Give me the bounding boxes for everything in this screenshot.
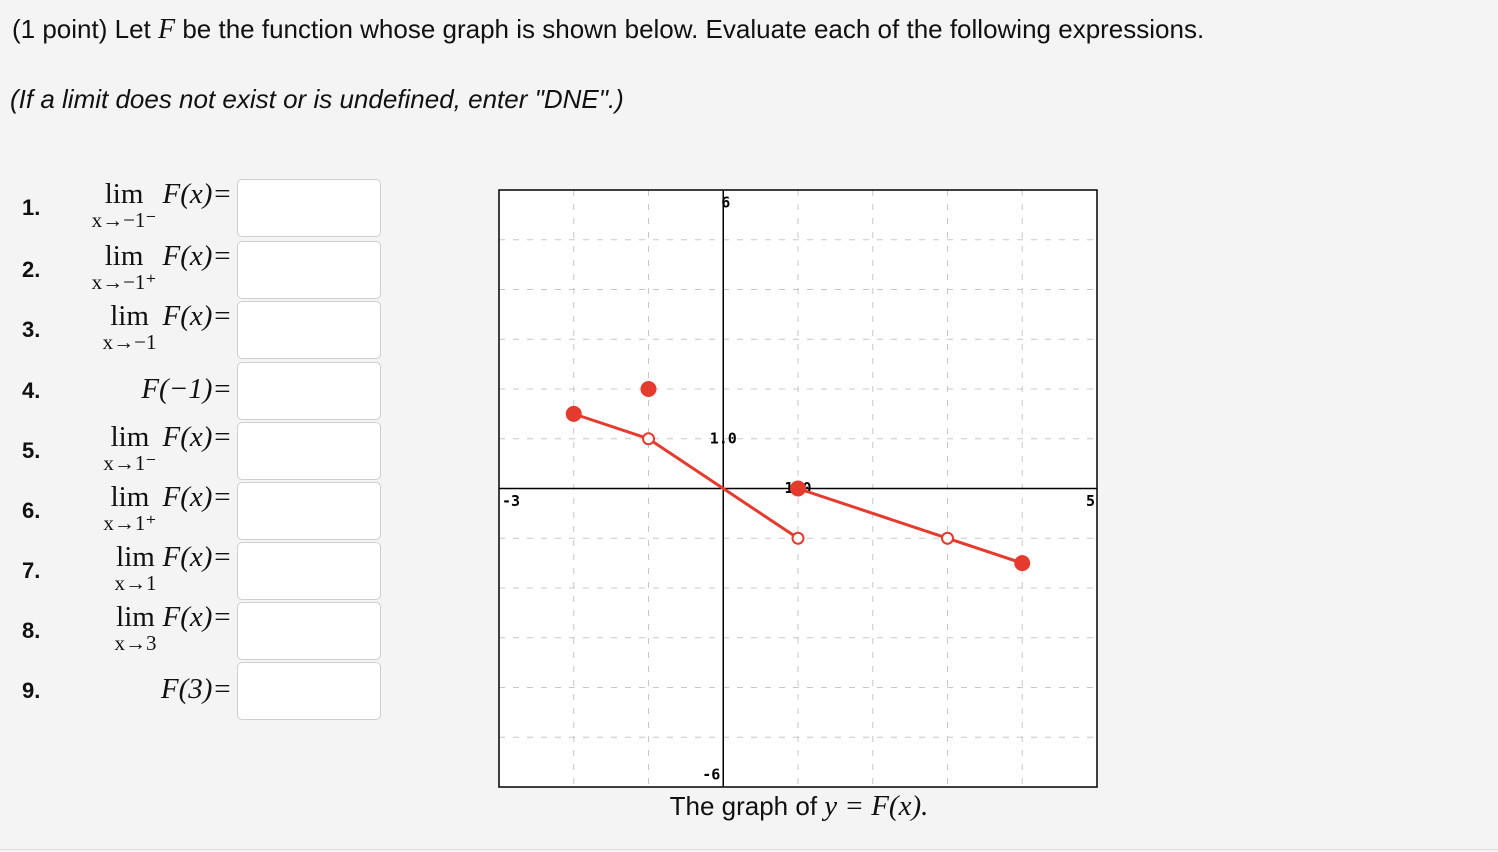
function: F(x)= — [162, 481, 232, 513]
expression: lim x→1⁺ F(x)= — [103, 482, 232, 534]
open-point — [941, 531, 954, 545]
limit: lim x→3 — [115, 602, 157, 654]
x-tick-label: 5 — [1086, 492, 1095, 510]
expression: lim x→−1⁺ F(x)= — [92, 241, 232, 293]
lim: lim — [104, 240, 144, 272]
answer-input[interactable] — [237, 241, 381, 299]
line-segment — [647, 437, 799, 540]
lim: lim — [116, 601, 155, 633]
limit-sub: x→3 — [114, 631, 157, 655]
y-tick-label: 6 — [721, 194, 730, 212]
caption-text: The graph of — [669, 791, 818, 821]
answer-input[interactable] — [237, 301, 381, 359]
filled-point — [1014, 555, 1031, 572]
limit: lim x→1 — [115, 542, 157, 594]
lim: lim — [104, 178, 144, 210]
prompt-after: be the function whose graph is shown bel… — [182, 14, 1205, 44]
question-number: 7. — [22, 558, 41, 583]
expression: lim x→−1⁻ F(x)= — [92, 179, 232, 231]
function: F(x)= — [162, 300, 232, 332]
expression: lim x→3 F(x)= — [115, 602, 232, 654]
prompt-before: (1 point) Let — [12, 14, 151, 44]
limit-sub: x→−1⁺ — [91, 270, 157, 294]
y-tick-label: 1.0 — [710, 429, 737, 447]
answer-input[interactable] — [237, 422, 381, 480]
lim: lim — [110, 300, 149, 332]
line-segment — [797, 487, 1023, 565]
function: F(3)= — [160, 673, 232, 705]
answer-input[interactable] — [237, 362, 381, 420]
answer-input[interactable] — [237, 602, 381, 660]
answer-input[interactable] — [237, 482, 381, 540]
function: F(x)= — [162, 178, 232, 210]
limit: lim x→−1⁻ — [92, 179, 157, 231]
expression: F(3)= — [155, 674, 232, 704]
question-number: 6. — [22, 498, 41, 523]
limit-sub: x→1⁻ — [103, 451, 157, 475]
limit-sub: x→−1 — [102, 330, 157, 354]
answer-input[interactable] — [237, 662, 381, 720]
filled-point — [640, 381, 657, 397]
function: F(x)= — [162, 601, 232, 633]
y-tick-label: -6 — [702, 766, 720, 784]
divider — [0, 849, 1498, 850]
question-number: 9. — [22, 678, 41, 703]
question-number: 5. — [22, 438, 41, 463]
question-number: 3. — [22, 317, 41, 342]
caption-math: y = F(x). — [824, 790, 929, 822]
function: F(x)= — [162, 541, 232, 573]
expression: F(−1)= — [135, 374, 232, 404]
expression: lim x→−1 F(x)= — [103, 301, 232, 353]
limit: lim x→−1⁺ — [92, 241, 157, 293]
prompt: (1 point) Let F be the function whose gr… — [12, 14, 1204, 46]
function: F(x)= — [162, 421, 232, 453]
limit: lim x→1⁻ — [103, 422, 156, 474]
expression: lim x→1⁻ F(x)= — [103, 422, 232, 474]
filled-point — [790, 480, 806, 497]
expression: lim x→1 F(x)= — [115, 542, 232, 594]
question-number: 1. — [22, 195, 41, 220]
line-segment — [573, 412, 649, 441]
limit: lim x→−1 — [103, 301, 157, 353]
open-point — [642, 432, 655, 446]
question-number: 2. — [22, 257, 41, 282]
function: F(−1)= — [141, 373, 232, 405]
filled-point — [565, 405, 582, 422]
answer-input[interactable] — [237, 542, 381, 600]
note: (If a limit does not exist or is undefin… — [10, 84, 624, 114]
limit-sub: x→1⁺ — [103, 511, 157, 535]
function: F(x)= — [162, 240, 232, 272]
limit: lim x→1⁺ — [103, 482, 156, 534]
x-tick-label: -3 — [502, 492, 520, 510]
graph: -31.05-61.06 — [498, 189, 1098, 788]
answer-input[interactable] — [237, 179, 381, 237]
limit-sub: x→1 — [114, 571, 157, 595]
variable: F — [157, 14, 176, 45]
open-point — [791, 531, 805, 545]
lim: lim — [110, 481, 150, 513]
plot-border — [498, 189, 1098, 788]
lim: lim — [116, 541, 155, 573]
lim: lim — [110, 421, 150, 453]
question-number: 8. — [22, 618, 41, 643]
question-number: 4. — [22, 378, 41, 403]
caption: The graph of y = F(x). — [499, 790, 1099, 823]
limit-sub: x→−1⁻ — [91, 208, 157, 232]
